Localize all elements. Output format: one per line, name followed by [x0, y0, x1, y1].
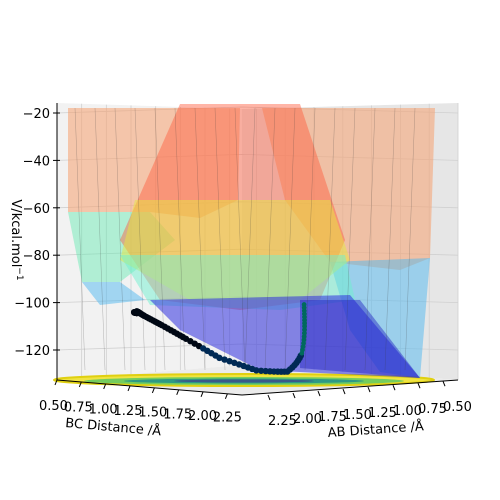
- ab-tick-label: 2.00: [293, 412, 322, 427]
- z-tick-label: −20: [23, 107, 50, 122]
- surface-mesh-line: [234, 107, 246, 371]
- ab-tick-mark: [367, 386, 371, 393]
- ab-tick-label: 1.25: [368, 406, 397, 421]
- ab-tick-label: 1.00: [393, 404, 422, 419]
- trajectory-point: [301, 302, 307, 307]
- surface-mesh-line: [384, 107, 396, 371]
- trajectory-point: [257, 367, 265, 374]
- ab-tick-mark: [342, 388, 346, 395]
- surface-mesh-line: [94, 107, 106, 371]
- trajectory-point: [253, 367, 260, 374]
- surface-mesh-line: [194, 107, 206, 371]
- ab-tick-label: 1.50: [343, 408, 372, 423]
- bc-axis-line: [56, 379, 243, 396]
- z-axis-label-sup: −1: [14, 267, 24, 280]
- ab-tick-label: 1.75: [318, 410, 347, 425]
- bc-tick-label: 1.50: [138, 406, 167, 421]
- z-axis-label-main: V/kcal.mol: [8, 199, 23, 267]
- trajectory-point: [221, 356, 228, 363]
- surface-band-low-right: [330, 258, 430, 378]
- bc-tick-label: 1.00: [89, 402, 118, 417]
- ab-tick-mark: [292, 392, 296, 399]
- ab-tick-mark: [442, 380, 446, 387]
- surface-valley-floor: [300, 300, 420, 378]
- z-axis-ticks: −20 −40 −60 −80 −100 −120: [14, 107, 60, 359]
- ab-tick-mark: [317, 390, 321, 397]
- z-axis-label: V/kcal.mol−1: [8, 199, 24, 280]
- bc-tick-label: 2.00: [188, 409, 217, 424]
- ab-tick-label: 0.75: [418, 402, 447, 417]
- bc-tick-mark: [151, 387, 155, 394]
- surface-ridge-low: [120, 255, 355, 310]
- surface-mesh-line: [114, 107, 126, 371]
- bc-tick-mark: [54, 379, 58, 386]
- surface-mesh-line: [264, 107, 276, 371]
- trajectory-point: [302, 327, 307, 333]
- bc-tick-label: 2.25: [213, 411, 242, 426]
- ab-tick-label: 2.25: [268, 414, 297, 429]
- surface-mesh-line: [244, 107, 256, 371]
- axis-edges: [56, 103, 459, 396]
- ab-tick-mark: [417, 382, 421, 389]
- z-tick-label: −80: [23, 249, 50, 264]
- ab-axis-line: [241, 379, 459, 396]
- surface-mesh-line: [364, 107, 376, 371]
- z-tick-label: −100: [14, 297, 50, 312]
- z-tick-label: −40: [23, 154, 50, 169]
- bc-tick-mark: [127, 385, 131, 392]
- bc-tick-label: 0.50: [39, 399, 68, 414]
- ab-axis-label: AB Distance /Å: [327, 418, 424, 441]
- bc-tick-mark: [78, 381, 82, 388]
- trajectory-point: [226, 358, 233, 365]
- surface-mesh-line: [214, 107, 226, 371]
- ab-axis-ticks: 2.252.001.751.501.251.000.750.50: [267, 380, 472, 429]
- surface-valley: [150, 295, 420, 378]
- trajectory-point: [301, 330, 307, 336]
- bc-tick-mark: [224, 393, 228, 400]
- bc-tick-label: 0.75: [64, 401, 93, 416]
- surface-band-high-left: [68, 108, 240, 218]
- bc-tick-label: 1.75: [163, 407, 192, 422]
- surface-mesh-line: [284, 107, 296, 371]
- surface-mesh-line: [74, 107, 86, 371]
- surface-mesh-line: [404, 107, 416, 371]
- surface-mesh-line: [134, 107, 146, 371]
- bc-tick-mark: [200, 391, 204, 398]
- z-tick-label: −60: [23, 202, 50, 217]
- trajectory-point: [216, 354, 223, 362]
- floor-contour: [53, 373, 435, 387]
- ab-tick-label: 0.50: [443, 400, 472, 415]
- contour-core: [174, 379, 314, 383]
- bc-axis-ticks: 0.500.751.001.251.501.752.002.25: [39, 379, 242, 426]
- bc-tick-mark: [176, 389, 180, 396]
- ab-tick-mark: [392, 384, 396, 391]
- surface-mesh-line: [324, 107, 336, 371]
- energy-surface: [68, 104, 435, 378]
- z-tick-label: −120: [14, 344, 50, 359]
- bc-tick-label: 1.25: [114, 404, 143, 419]
- surface-mesh-line: [174, 107, 186, 371]
- bc-tick-mark: [103, 383, 107, 390]
- surface-mesh-line: [344, 107, 356, 371]
- surface-band-low-left: [82, 282, 145, 305]
- trajectory-point: [301, 334, 307, 339]
- ab-tick-mark: [267, 394, 271, 401]
- reaction-trajectory: [130, 302, 307, 375]
- surface-band-high-right: [262, 108, 435, 270]
